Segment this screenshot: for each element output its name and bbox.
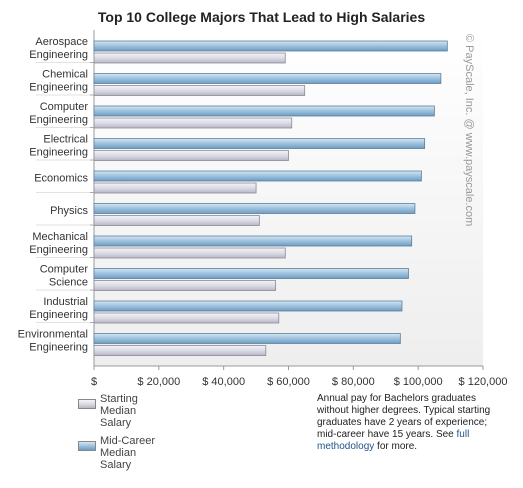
bar-starting	[93, 215, 260, 226]
bar-midcareer	[93, 333, 401, 344]
bar-midcareer	[93, 138, 426, 149]
methodology-note: Annual pay for Bachelors graduates witho…	[317, 393, 497, 453]
category-label: Environmental Engineering	[18, 328, 88, 353]
bar-midcareer	[93, 73, 442, 84]
category-label: Economics	[34, 172, 88, 184]
legend-label-line: Salary	[100, 417, 132, 429]
bar-starting	[93, 280, 276, 291]
bar-starting	[93, 85, 306, 96]
bar-midcareer	[93, 203, 416, 214]
legend-label-line: Starting	[100, 393, 138, 405]
category-label: Computer Science	[40, 263, 89, 288]
legend-label-line: Median	[100, 405, 137, 417]
category-label: Chemical Engineering	[29, 68, 88, 93]
bar-starting	[93, 312, 280, 324]
category-label: Aerospace Engineering	[29, 36, 88, 61]
category-label: Mechanical Engineering	[29, 231, 88, 256]
legend-swatch-starting	[78, 399, 96, 409]
bar-starting	[93, 182, 257, 194]
bar-midcareer	[93, 300, 403, 312]
category-label: Computer Engineering	[29, 101, 88, 126]
x-tick-label: $ 60,000	[267, 376, 310, 388]
bar-starting	[93, 150, 289, 161]
bar-midcareer	[93, 170, 422, 182]
x-tick-label: $ 80,000	[332, 376, 375, 388]
copyright-watermark: © PayScale, Inc. @ www.payscale.com	[463, 34, 475, 226]
x-tick-label: $	[91, 376, 97, 388]
methodology-link[interactable]: full methodology	[317, 429, 470, 452]
legend-label-line: Salary	[100, 459, 132, 471]
x-tick-label: $ 100,000	[394, 376, 443, 388]
bar-midcareer	[93, 40, 448, 52]
note-tail: for more.	[374, 441, 418, 452]
bar-starting	[93, 345, 267, 356]
category-label: Electrical Engineering	[29, 133, 88, 158]
bar-midcareer	[93, 105, 435, 117]
bar-starting	[93, 52, 286, 64]
category-label: Physics	[50, 205, 88, 217]
bar-starting	[93, 117, 293, 129]
chart-title: Top 10 College Majors That Lead to High …	[97, 9, 426, 25]
x-tick-label: $ 40,000	[202, 376, 245, 388]
legend-label-line: Median	[100, 447, 137, 459]
category-label: Industrial Engineering	[29, 296, 88, 321]
x-tick-label: $ 120,000	[459, 376, 508, 388]
bar-midcareer	[93, 268, 409, 279]
legend-label-line: Mid-Career	[100, 435, 156, 447]
note-text: Annual pay for Bachelors graduates witho…	[317, 393, 491, 440]
copyright-text: © PayScale, Inc. @ www.payscale.com	[463, 34, 475, 226]
bar-midcareer	[93, 235, 413, 247]
x-tick-label: $ 20,000	[137, 376, 180, 388]
legend-swatch-midcareer	[78, 441, 96, 451]
bar-starting	[93, 247, 286, 259]
